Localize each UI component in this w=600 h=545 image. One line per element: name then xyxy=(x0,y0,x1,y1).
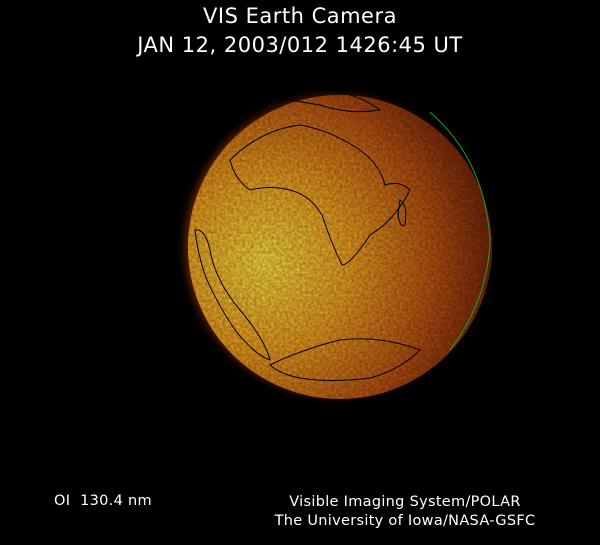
limb-outline xyxy=(429,111,491,351)
timestamp: JAN 12, 2003/012 1426:45 UT xyxy=(137,33,463,57)
institution-label: The University of Iowa/NASA-GSFC xyxy=(274,513,536,529)
page-title: VIS Earth Camera xyxy=(203,4,397,28)
wavelength-label: OI 130.4 nm xyxy=(54,493,152,509)
earth-noise xyxy=(188,95,492,399)
instrument-label: Visible Imaging System/POLAR xyxy=(289,494,521,510)
coastlines xyxy=(194,87,421,381)
credit-block: Visible Imaging System/POLAR The Univers… xyxy=(250,493,560,531)
